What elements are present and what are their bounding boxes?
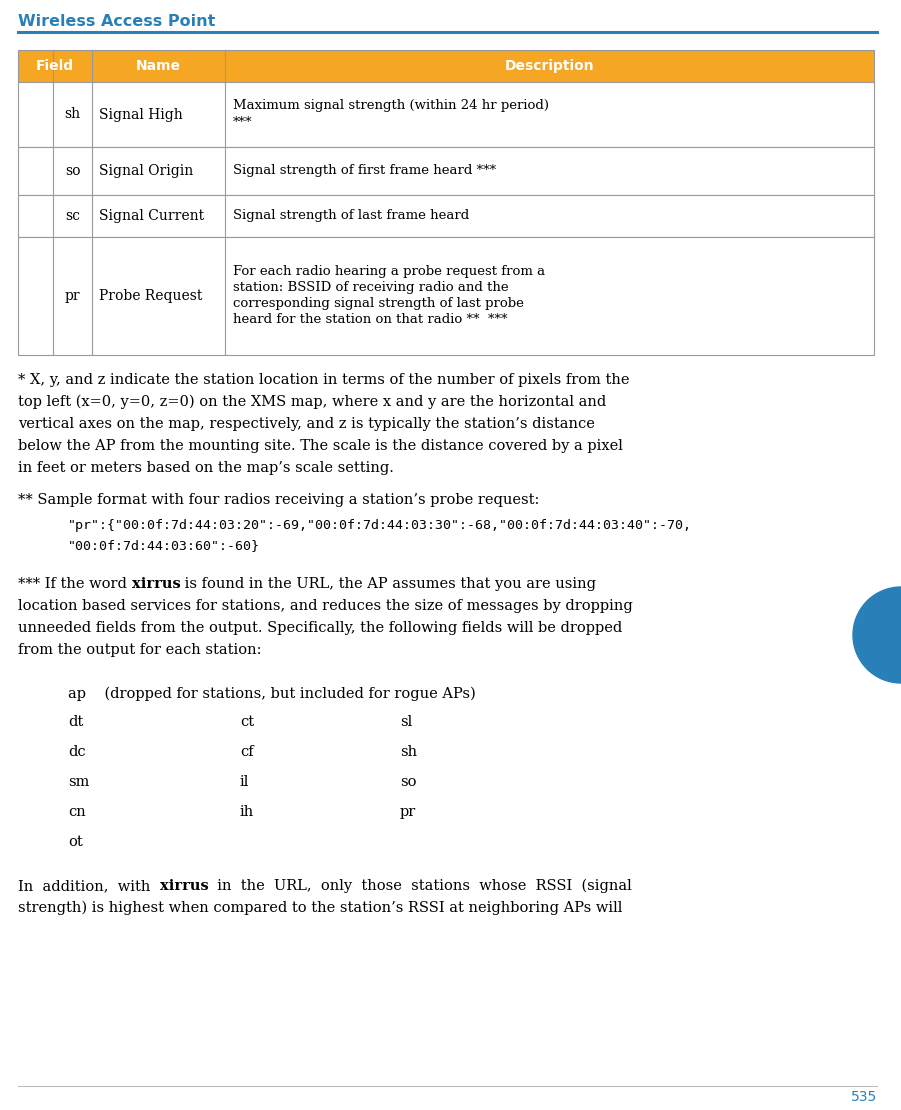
- Text: il: il: [240, 775, 250, 789]
- Text: Signal High: Signal High: [99, 108, 183, 121]
- Text: in feet or meters based on the map’s scale setting.: in feet or meters based on the map’s sca…: [18, 461, 394, 475]
- Text: ct: ct: [240, 715, 254, 729]
- Bar: [18, 195, 874, 238]
- Text: Maximum signal strength (within 24 hr period): Maximum signal strength (within 24 hr pe…: [233, 100, 549, 112]
- Text: so: so: [400, 775, 416, 789]
- Text: from the output for each station:: from the output for each station:: [18, 643, 261, 657]
- Text: Signal strength of first frame heard ***: Signal strength of first frame heard ***: [233, 164, 496, 176]
- Text: sh: sh: [400, 745, 417, 759]
- Text: Field: Field: [36, 59, 74, 73]
- Text: cn: cn: [68, 805, 86, 819]
- Text: Wireless Access Point: Wireless Access Point: [18, 14, 215, 29]
- Text: location based services for stations, and reduces the size of messages by droppi: location based services for stations, an…: [18, 599, 633, 613]
- Text: For each radio hearing a probe request from a: For each radio hearing a probe request f…: [233, 265, 545, 278]
- Text: "00:0f:7d:44:03:60":-60}: "00:0f:7d:44:03:60":-60}: [68, 539, 260, 552]
- Text: is found in the URL, the AP assumes that you are using: is found in the URL, the AP assumes that…: [180, 577, 596, 591]
- Text: *** If the word: *** If the word: [18, 577, 132, 591]
- Text: sc: sc: [65, 209, 80, 223]
- Circle shape: [853, 587, 901, 683]
- Text: ap    (dropped for stations, but included for rogue APs): ap (dropped for stations, but included f…: [68, 687, 476, 702]
- Text: Description: Description: [505, 59, 595, 73]
- Text: "pr":{"00:0f:7d:44:03:20":-69,"00:0f:7d:44:03:30":-68,"00:0f:7d:44:03:40":-70,: "pr":{"00:0f:7d:44:03:20":-69,"00:0f:7d:…: [68, 519, 692, 532]
- Text: xirrus: xirrus: [159, 879, 208, 894]
- Text: station: BSSID of receiving radio and the: station: BSSID of receiving radio and th…: [233, 281, 509, 294]
- Bar: [18, 50, 874, 82]
- Text: in  the  URL,  only  those  stations  whose  RSSI  (signal: in the URL, only those stations whose RS…: [208, 879, 633, 894]
- Text: sl: sl: [400, 715, 413, 729]
- Text: so: so: [65, 164, 80, 178]
- Text: top left (x=0, y=0, z=0) on the XMS map, where x and y are the horizontal and: top left (x=0, y=0, z=0) on the XMS map,…: [18, 395, 606, 410]
- Text: Probe Request: Probe Request: [99, 289, 203, 303]
- Text: pr: pr: [65, 289, 80, 303]
- Text: ot: ot: [68, 835, 83, 849]
- Text: ** Sample format with four radios receiving a station’s probe request:: ** Sample format with four radios receiv…: [18, 493, 540, 507]
- Bar: [18, 147, 874, 195]
- Text: dc: dc: [68, 745, 86, 759]
- Text: vertical axes on the map, respectively, and z is typically the station’s distanc: vertical axes on the map, respectively, …: [18, 417, 595, 431]
- Text: ih: ih: [240, 805, 254, 819]
- Text: Name: Name: [136, 59, 181, 73]
- Text: pr: pr: [400, 805, 416, 819]
- Text: sm: sm: [68, 775, 89, 789]
- Text: 535: 535: [851, 1090, 877, 1104]
- Text: ***: ***: [233, 115, 252, 129]
- Text: heard for the station on that radio **  ***: heard for the station on that radio ** *…: [233, 313, 507, 326]
- Text: unneeded fields from the output. Specifically, the following fields will be drop: unneeded fields from the output. Specifi…: [18, 620, 623, 635]
- Text: Signal strength of last frame heard: Signal strength of last frame heard: [233, 209, 469, 222]
- Text: corresponding signal strength of last probe: corresponding signal strength of last pr…: [233, 297, 523, 310]
- Bar: [18, 82, 874, 147]
- Text: Signal Current: Signal Current: [99, 209, 205, 223]
- Text: xirrus: xirrus: [132, 577, 180, 591]
- Text: dt: dt: [68, 715, 83, 729]
- Text: cf: cf: [240, 745, 253, 759]
- Text: below the AP from the mounting site. The scale is the distance covered by a pixe: below the AP from the mounting site. The…: [18, 438, 623, 453]
- Text: strength) is highest when compared to the station’s RSSI at neighboring APs will: strength) is highest when compared to th…: [18, 901, 623, 916]
- Text: sh: sh: [65, 108, 80, 121]
- Text: Signal Origin: Signal Origin: [99, 164, 193, 178]
- Text: * X, y, and z indicate the station location in terms of the number of pixels fro: * X, y, and z indicate the station locat…: [18, 373, 630, 387]
- Bar: [18, 238, 874, 355]
- Text: In  addition,  with: In addition, with: [18, 879, 159, 894]
